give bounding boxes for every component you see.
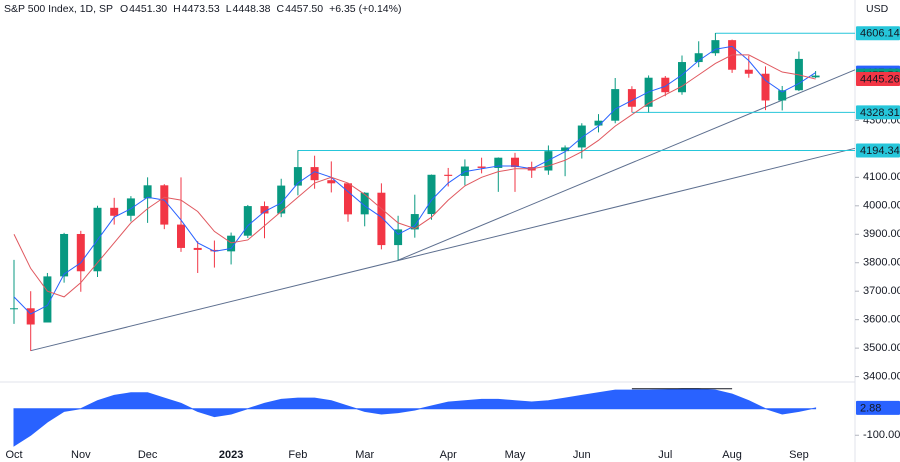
x-tick-label: Apr <box>440 449 457 461</box>
candle-body <box>594 120 603 126</box>
candle-body <box>678 62 686 93</box>
chart-title: S&P 500 Index, 1D, SP <box>4 3 113 15</box>
price-label: 4328.31 <box>860 107 900 119</box>
y-tick-label: 4000.00 <box>863 200 900 212</box>
candle-body <box>110 207 119 216</box>
x-tick-label: Jun <box>573 449 591 461</box>
change: +6.35 (+0.14%) <box>329 3 401 15</box>
candle-body <box>327 180 336 184</box>
candle-body <box>227 235 236 252</box>
candle-body <box>26 308 35 325</box>
candle-body <box>260 206 269 214</box>
candle-body <box>43 276 52 323</box>
price-label-box <box>856 26 900 41</box>
candle-body <box>243 206 252 236</box>
candle-body <box>761 73 770 101</box>
candle-body <box>293 167 302 186</box>
candle-body <box>344 183 352 215</box>
price-label: 4606.14 <box>860 28 900 40</box>
candle-body <box>427 174 436 215</box>
candle-body <box>210 249 219 252</box>
candle-body <box>661 77 670 93</box>
ohlc-key: C <box>277 3 285 15</box>
x-tick-label: Feb <box>288 449 307 461</box>
osc-label: 2.88 <box>860 402 881 414</box>
ohlc-key: O <box>120 3 128 15</box>
candle-body <box>811 75 820 78</box>
ohlc-value: 4448.38 <box>233 3 271 15</box>
price-label-box <box>856 72 900 87</box>
candle-body <box>143 185 152 199</box>
x-tick-label: Dec <box>138 449 158 461</box>
candle-body <box>126 198 135 216</box>
candle-body <box>627 89 636 107</box>
candle-body <box>711 40 720 54</box>
candle-body <box>193 247 202 250</box>
x-tick-label: Oct <box>5 449 22 461</box>
ohlc-value: 4457.50 <box>285 3 323 15</box>
candle-body <box>310 167 319 181</box>
x-tick-label: Nov <box>71 449 91 461</box>
ma-line <box>13 54 816 298</box>
candle-body <box>544 151 553 171</box>
candle-body <box>160 185 169 225</box>
candle-body <box>60 233 69 277</box>
trendline <box>30 147 856 352</box>
candle-body <box>177 224 185 248</box>
y-tick-label: 3800.00 <box>863 257 900 269</box>
x-tick-label: Aug <box>722 449 742 461</box>
candle-body <box>444 174 453 176</box>
candle-body <box>744 69 753 74</box>
x-tick-label: Jul <box>658 449 672 461</box>
candle-body <box>76 233 85 272</box>
y-tick-label: 3400.00 <box>863 370 900 382</box>
candle-body <box>494 157 503 168</box>
ohlc-value: 4451.30 <box>129 3 167 15</box>
ohlc-value: 4473.53 <box>182 3 220 15</box>
y-tick-label: 3600.00 <box>863 314 900 326</box>
candle-body <box>410 214 419 230</box>
price-label-box <box>856 105 900 120</box>
candle-body <box>694 53 703 63</box>
ohlc-key: H <box>173 3 181 15</box>
x-tick-label: 2023 <box>219 449 243 461</box>
price-label: 4445.26 <box>860 73 900 85</box>
ohlc-key: L <box>226 3 232 15</box>
candle-body <box>561 147 570 152</box>
y-tick-label: 3500.00 <box>863 342 900 354</box>
candle-body <box>611 89 620 121</box>
x-tick-label: Sep <box>789 449 809 461</box>
price-label: 4194.34 <box>860 145 900 157</box>
x-tick-label: Mar <box>355 449 374 461</box>
candle-body <box>394 229 403 246</box>
candle-body <box>277 185 286 214</box>
trendline <box>397 69 856 261</box>
ma-line <box>13 45 816 315</box>
y-tick-label: -100.00 <box>863 429 900 441</box>
candle-body <box>778 90 787 101</box>
y-tick-label: 3900.00 <box>863 228 900 240</box>
candle-body <box>577 125 586 148</box>
price-label-box <box>856 143 900 158</box>
candle-body <box>511 157 519 168</box>
y-tick-label: 4100.00 <box>863 171 900 183</box>
candle-body <box>360 192 369 215</box>
candle-body <box>10 308 18 310</box>
currency: USD <box>866 3 889 15</box>
oscillator-area <box>13 388 817 447</box>
x-tick-label: May <box>505 449 526 461</box>
candle-body <box>377 192 386 246</box>
osc-label-box <box>856 400 900 415</box>
y-tick-label: 3700.00 <box>863 285 900 297</box>
candle-body <box>477 166 486 168</box>
